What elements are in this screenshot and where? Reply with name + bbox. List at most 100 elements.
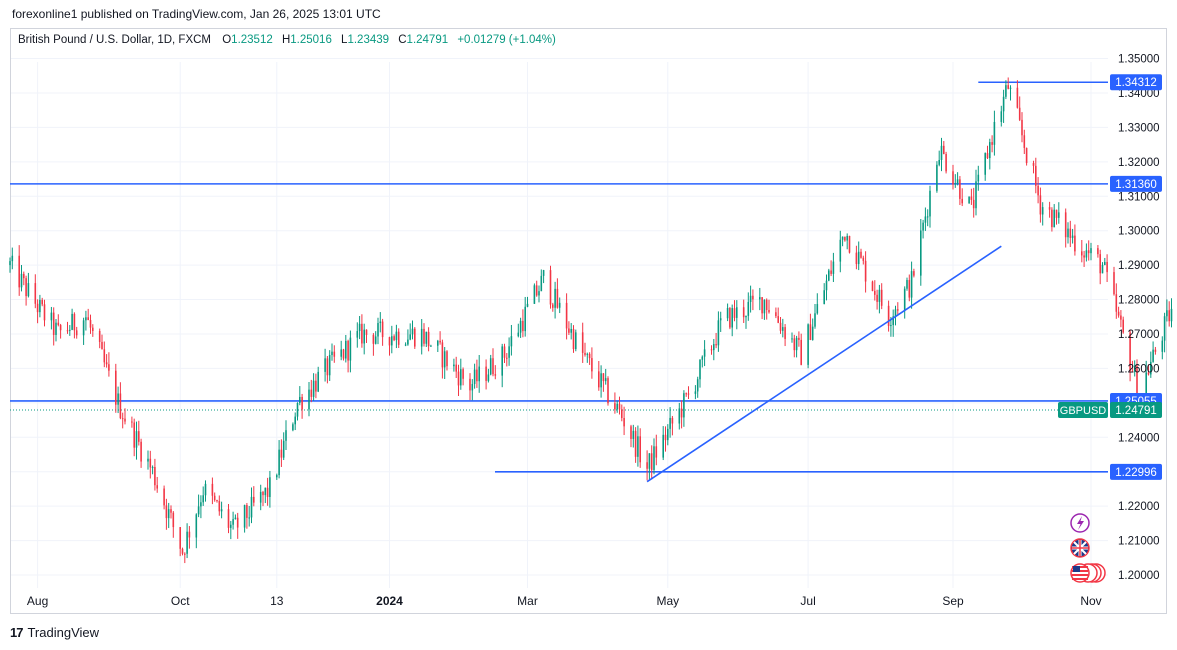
candle-body — [124, 418, 126, 422]
candle-body — [381, 321, 384, 338]
candle-body — [188, 531, 191, 538]
candle-body — [510, 336, 513, 347]
candle-body — [473, 369, 476, 384]
candle-body — [717, 320, 720, 346]
candle-body — [476, 369, 478, 382]
candle-body — [696, 379, 699, 392]
candle-body — [11, 255, 14, 262]
candle-body — [1009, 87, 1012, 89]
candle-body — [294, 416, 296, 425]
time-tick-label: 2024 — [376, 594, 403, 608]
candle-body — [1131, 371, 1134, 373]
candle-body — [197, 506, 200, 515]
candle-body — [492, 358, 494, 375]
price-tick-label: 1.34000 — [1118, 88, 1160, 100]
price-tick-label: 1.35000 — [1118, 54, 1160, 66]
candle-body — [777, 316, 779, 323]
candle-body — [586, 353, 589, 355]
symbol-tag-label: GBPUSD — [1060, 405, 1107, 417]
candle-body — [848, 235, 851, 253]
candle-body — [372, 334, 375, 344]
candle-body — [1122, 319, 1124, 333]
price-tick-label: 1.24000 — [1118, 432, 1160, 444]
time-axis: AugOct132024MarMayJulSepNov2025 — [27, 594, 1102, 608]
candle-body — [312, 380, 315, 397]
candle-body — [784, 327, 786, 339]
candle-body — [310, 389, 313, 397]
candle-body — [667, 428, 669, 441]
candle-body — [977, 174, 980, 182]
time-tick-label: Oct — [171, 594, 190, 608]
candle-body — [301, 396, 303, 410]
candle-body — [462, 369, 464, 379]
candle-body — [710, 349, 713, 351]
candle-body — [1087, 250, 1090, 254]
candle-body — [232, 519, 234, 525]
candle-body — [243, 505, 246, 528]
candle-body — [581, 332, 584, 353]
time-tick-label: Nov — [1080, 594, 1101, 608]
candle-body — [798, 337, 800, 340]
candle-body — [646, 462, 648, 469]
candle-body — [956, 179, 959, 184]
candle-body — [1163, 316, 1166, 341]
tradingview-footer[interactable]: 17 TradingView — [10, 622, 99, 642]
candle-body — [170, 509, 172, 513]
candle-body — [92, 327, 94, 331]
candle-body — [216, 500, 218, 502]
candle-body — [648, 453, 651, 469]
candle-body — [326, 358, 329, 376]
candle-body — [600, 373, 602, 388]
candle-body — [761, 297, 763, 314]
candle-body — [43, 304, 46, 321]
candle-body — [683, 393, 685, 418]
candle-body — [248, 517, 250, 519]
candle-body — [478, 366, 480, 382]
symbol-title[interactable]: British Pound / U.S. Dollar, 1D, FXCM — [18, 34, 212, 46]
candle-body — [172, 512, 175, 528]
candle-body — [149, 458, 152, 468]
level-price-tag — [1110, 74, 1162, 91]
candle-body — [66, 330, 69, 332]
candle-body — [623, 417, 625, 427]
candle-body — [894, 309, 897, 317]
candle-body — [1053, 209, 1055, 228]
candle-body — [317, 371, 319, 392]
candle-body — [825, 280, 828, 291]
candle-body — [236, 517, 239, 528]
candle-body — [407, 339, 409, 345]
candle-body — [156, 485, 158, 489]
candle-body — [864, 260, 867, 282]
candle-body — [984, 153, 986, 175]
candle-body — [388, 337, 391, 346]
candle-body — [621, 409, 623, 418]
price-tick-label: 1.29000 — [1118, 260, 1160, 272]
candle-body — [430, 345, 432, 347]
candle-body — [839, 239, 842, 262]
candle-body — [522, 320, 524, 332]
symbol-tag — [1058, 402, 1108, 419]
candle-body — [630, 426, 632, 439]
candle-body — [993, 121, 996, 145]
candle-body — [618, 403, 621, 410]
candle-body — [634, 430, 637, 457]
tradingview-logo-icon: 17 — [10, 624, 24, 640]
candle-body — [1064, 212, 1067, 238]
candle-body — [147, 458, 149, 462]
tradingview-brand: TradingView — [27, 624, 100, 640]
candle-body — [296, 402, 299, 417]
candle-body — [540, 275, 543, 292]
candle-body — [165, 505, 168, 519]
candle-body — [1090, 248, 1092, 254]
candle-body — [9, 261, 11, 266]
candle-body — [50, 312, 53, 321]
candle-body — [747, 301, 750, 316]
candle-body — [331, 351, 333, 356]
candle-body — [377, 323, 379, 337]
candle-body — [409, 334, 411, 340]
candle-body — [1136, 365, 1138, 398]
candle-body — [855, 252, 858, 265]
candle-body — [920, 230, 922, 276]
